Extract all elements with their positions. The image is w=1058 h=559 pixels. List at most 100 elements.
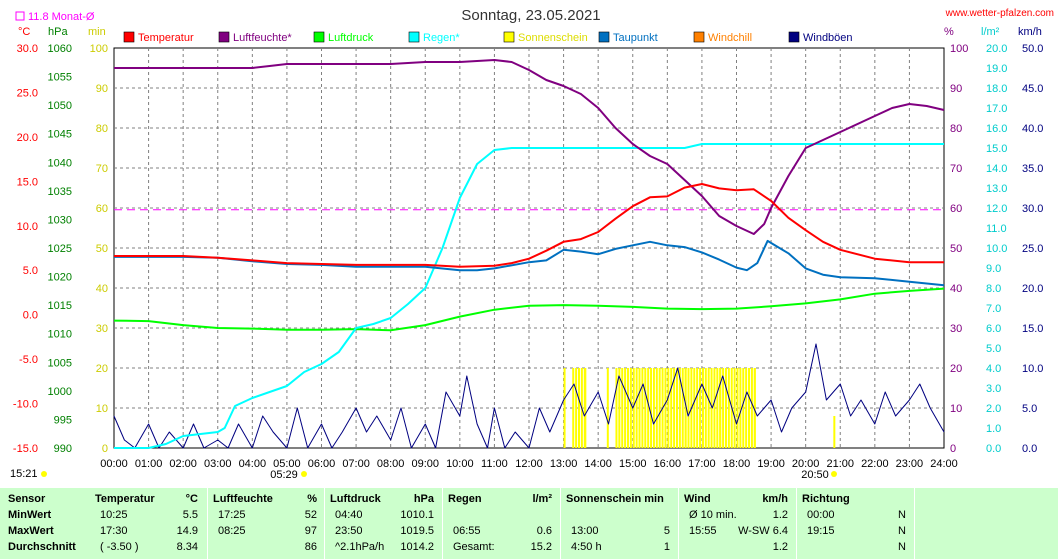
humidity-tick-label: 100: [950, 43, 968, 55]
sunshine-bar: [724, 368, 727, 448]
temp-tick-label: -5.0: [19, 354, 38, 366]
stats-time: 13:00: [571, 525, 599, 537]
stats-time: 19:15: [807, 525, 835, 537]
x-tick-label: 08:00: [377, 458, 405, 470]
sunshine-bar: [719, 368, 722, 448]
stats-value: 14.9: [176, 525, 198, 537]
sunshine-tick-label: 40: [96, 283, 108, 295]
stats-value: 15.2: [530, 541, 552, 553]
sunshine-bar: [615, 368, 618, 448]
sunshine-bar: [629, 368, 632, 448]
stats-value: 1019.5: [400, 525, 434, 537]
sunshine-tick-label: 20: [96, 363, 108, 375]
stats-header: Sonnenschein min: [566, 493, 664, 505]
series-line-windben: [113, 343, 945, 449]
pressure-tick-label: 990: [54, 443, 72, 455]
x-tick-label: 06:00: [308, 458, 336, 470]
sunshine-bar: [618, 368, 621, 448]
sunshine-bar: [572, 368, 575, 448]
wind-tick-label: 5.0: [1022, 403, 1037, 415]
stats-value: 5: [663, 525, 670, 537]
x-tick-label: 07:00: [342, 458, 370, 470]
legend-label: Regen*: [423, 32, 460, 44]
pressure-tick-label: 1000: [48, 386, 72, 398]
x-tick-label: 15:00: [619, 458, 647, 470]
stats-header: Temperatur: [95, 493, 155, 505]
sunshine-bar: [647, 368, 650, 448]
stats-time: 17:30: [100, 525, 128, 537]
pressure-tick-label: 1050: [48, 100, 72, 112]
sunshine-bar: [638, 368, 641, 448]
sunshine-tick-label: 50: [96, 243, 108, 255]
stats-header-unit: km/h: [762, 493, 788, 505]
stats-time: ( -3.50 ): [100, 541, 139, 553]
series-line-temperatur: [114, 183, 944, 268]
stats-time: 08:25: [218, 525, 246, 537]
stats-time: 04:40: [335, 509, 363, 521]
x-tick-label: 03:00: [204, 458, 232, 470]
month-avg-label: 11.8 Monat-Ø: [28, 11, 95, 23]
series-line-luftfeuchte: [114, 59, 945, 235]
unit-pressure: hPa: [48, 26, 68, 38]
sunshine-bar: [664, 368, 667, 448]
stats-header-unit: hPa: [413, 493, 434, 505]
rain-tick-label: 12.0: [986, 203, 1007, 215]
sunshine-bar: [655, 368, 658, 448]
sunshine-bar: [673, 368, 676, 448]
x-tick-label: 16:00: [654, 458, 682, 470]
x-tick-label: 11:00: [481, 458, 508, 470]
legend-label: Luftfeuchte*: [233, 32, 292, 44]
stats-value: 52: [304, 509, 317, 521]
wind-tick-label: 50.0: [1022, 43, 1043, 55]
stats-divider: [207, 488, 208, 559]
legend-label: Taupunkt: [613, 32, 658, 44]
x-tick-label: 18:00: [723, 458, 751, 470]
legend-swatch: [218, 31, 230, 43]
sunshine-bar: [693, 368, 696, 448]
rain-tick-label: 16.0: [986, 123, 1007, 135]
rain-tick-label: 0.0: [986, 443, 1001, 455]
sunshine-bar: [641, 368, 644, 448]
x-tick-label: 21:00: [826, 458, 854, 470]
x-tick-label: 01:00: [135, 458, 163, 470]
stats-divider: [678, 488, 679, 559]
stats-value: 0.6: [536, 525, 552, 537]
rain-tick-label: 6.0: [986, 323, 1001, 335]
rain-tick-label: 13.0: [986, 183, 1007, 195]
temp-tick-label: 0.0: [23, 310, 38, 322]
stats-header: Sensor: [8, 493, 46, 505]
sunshine-bar: [687, 368, 690, 448]
sunshine-bar: [675, 368, 678, 448]
sunshine-bar: [727, 368, 730, 448]
legend-label: Luftdruck: [328, 32, 374, 44]
pressure-tick-label: 1020: [48, 272, 72, 284]
stats-time: 10:25: [100, 509, 128, 521]
sunshine-bar: [748, 368, 751, 448]
sunshine-bar: [696, 368, 699, 448]
legend-swatch: [598, 31, 610, 43]
sunshine-bar: [650, 368, 653, 448]
sunshine-bar: [713, 368, 716, 448]
stats-value: 8.34: [176, 541, 198, 553]
sunrise-icon: [301, 471, 307, 477]
sunshine-bar: [707, 368, 710, 448]
sunshine-bar: [644, 368, 647, 448]
sunshine-bar: [658, 368, 661, 448]
humidity-tick-label: 30: [950, 323, 962, 335]
unit-rain: l/m²: [981, 26, 1000, 38]
sunshine-bar: [577, 368, 580, 448]
series-line-luftdruck: [113, 287, 945, 332]
sunrise-time: 05:29: [270, 469, 298, 481]
stats-table: Sensor Temperatur °C Luftfeuchte% Luftdruck h…: [0, 488, 1058, 559]
stats-header-unit: °C: [185, 493, 198, 505]
rain-tick-label: 5.0: [986, 343, 1001, 355]
temp-tick-label: 30.0: [17, 43, 38, 55]
stats-value: W-SW 6.4: [738, 525, 788, 537]
sunshine-bar: [670, 368, 673, 448]
stats-time: 4:50 h: [571, 541, 602, 553]
stats-time: Gesamt:: [453, 541, 495, 553]
pressure-tick-label: 1035: [48, 186, 72, 198]
stats-header-unit: %: [307, 493, 317, 505]
sunshine-bar: [753, 368, 756, 448]
chart-grid: [113, 47, 945, 449]
